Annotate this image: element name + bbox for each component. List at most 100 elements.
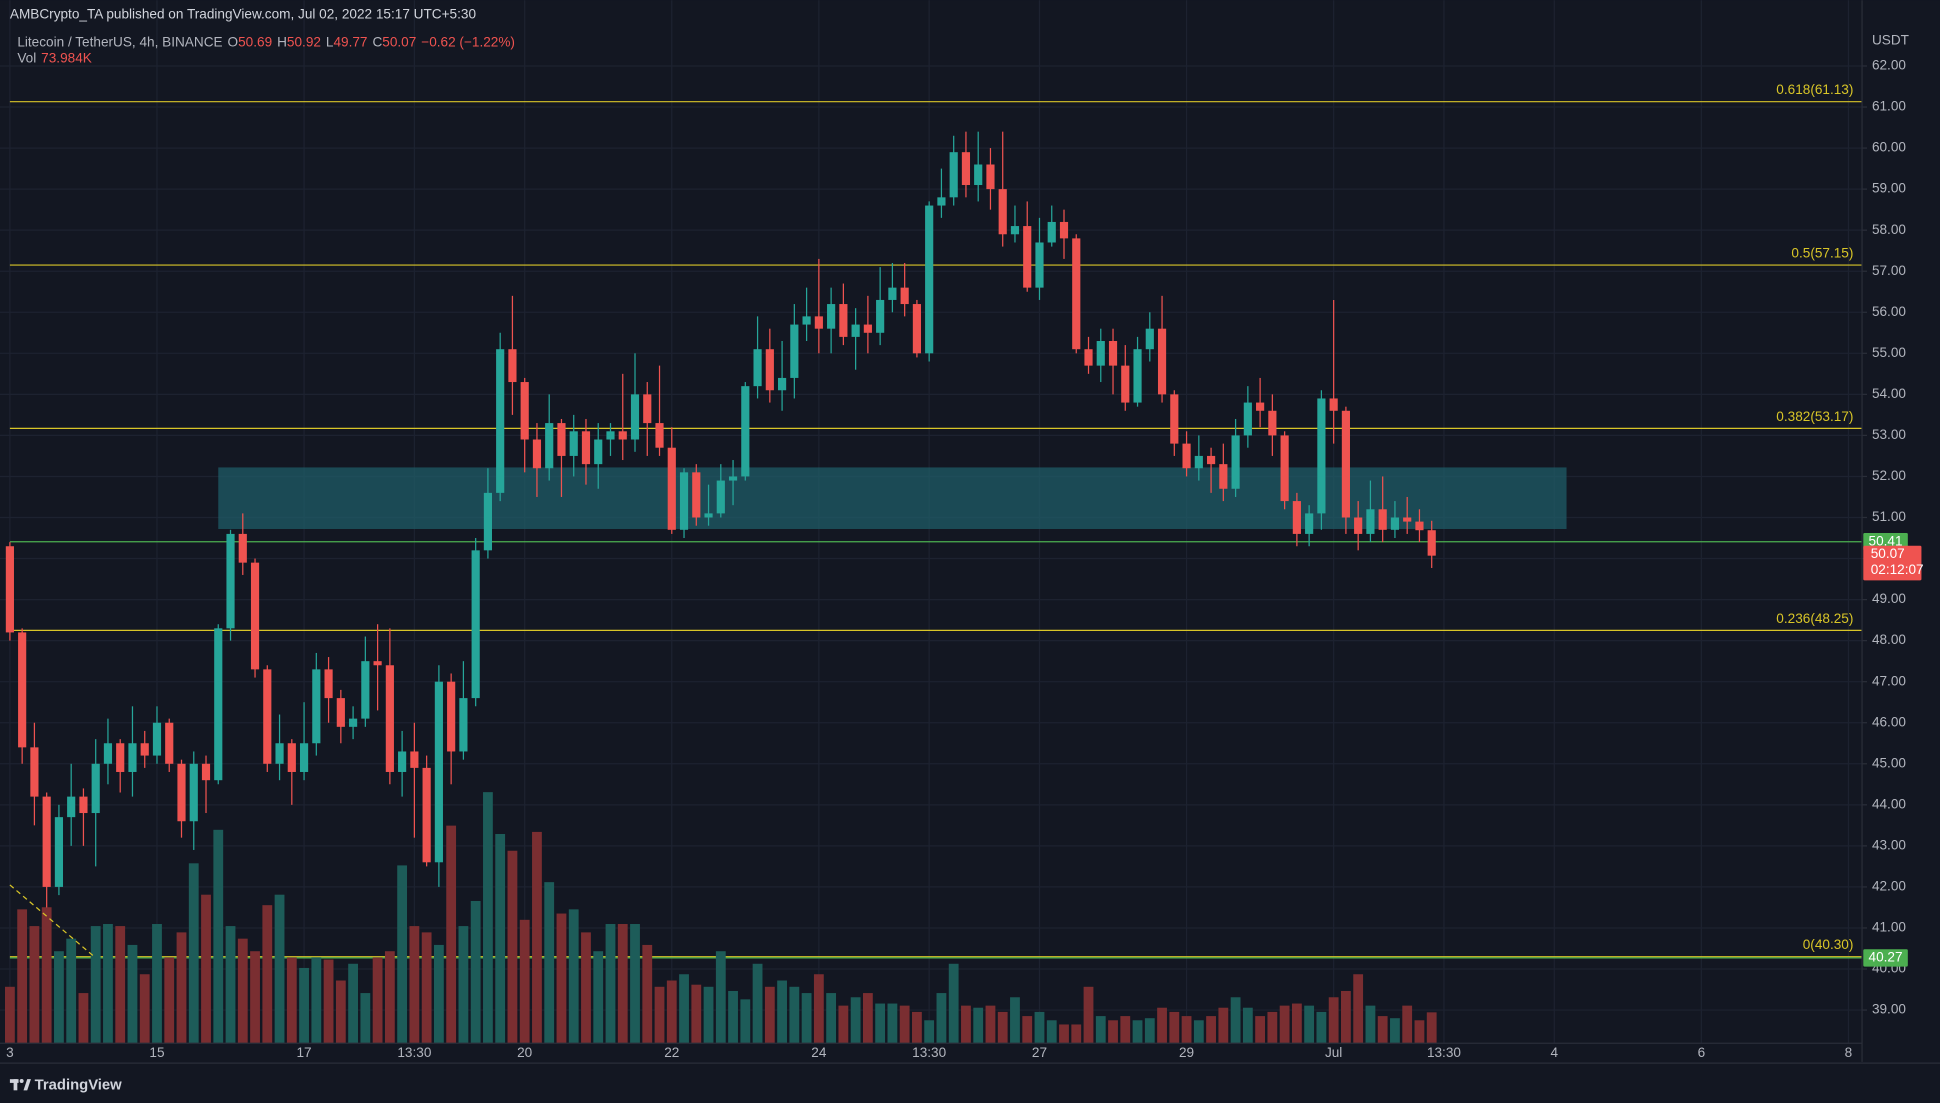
candle-body (1292, 501, 1301, 534)
volume-bar (1022, 1016, 1033, 1044)
x-tick-label: 17 (297, 1045, 312, 1060)
logo (9, 1079, 31, 1091)
volume-bar (127, 944, 138, 1044)
y-tick-label: 58.00 (1872, 222, 1906, 237)
candle-body (1341, 410, 1350, 518)
candle-body (349, 718, 358, 727)
volume-bar (617, 924, 628, 1044)
logo-part (13, 1079, 18, 1091)
volume-bar (1316, 1011, 1327, 1044)
volume-bar (630, 924, 640, 1044)
volume-bar (17, 909, 28, 1044)
volume-bar (274, 894, 285, 1044)
volume-bar (1353, 974, 1364, 1044)
ohlc-label: O (228, 34, 239, 49)
candle-body (373, 661, 382, 666)
candle-body (30, 747, 39, 797)
fib-label: 0.5(57.15) (1791, 246, 1853, 261)
candle-body (545, 423, 554, 469)
y-tick-label: 53.00 (1872, 427, 1906, 442)
candle-body (79, 796, 88, 814)
volume-bar (286, 957, 297, 1044)
candle-body (606, 431, 615, 440)
candle-body (1084, 349, 1093, 366)
overlays (9, 101, 1863, 959)
volume-bar (715, 951, 726, 1044)
volume-bar (176, 932, 187, 1044)
trend-line (9, 884, 94, 956)
volume-bar (642, 944, 653, 1044)
candle-body (986, 164, 995, 190)
y-tick-label: 46.00 (1872, 714, 1906, 729)
volume-bar (103, 924, 113, 1044)
candle-body (1354, 517, 1363, 534)
volume-value: 73.984K (41, 50, 92, 65)
candle-body (324, 669, 333, 699)
candle-body (1390, 517, 1400, 530)
candle-body (1096, 340, 1105, 366)
candle-body (287, 743, 296, 772)
y-tick-label: 47.00 (1872, 673, 1906, 688)
volume-bar (409, 926, 420, 1044)
volume-bars (4, 792, 1437, 1044)
volume-bar (348, 963, 358, 1044)
fib-label: 0(40.30) (1803, 937, 1854, 952)
candle-body (753, 349, 762, 387)
volume-bar (78, 993, 89, 1044)
candle-body (165, 722, 174, 764)
volume-bar (740, 999, 751, 1044)
price-tag-label: 40.27 (1869, 950, 1903, 965)
volume-bar (1120, 1016, 1131, 1044)
y-tick-label: 44.00 (1872, 796, 1906, 811)
volume-bar (691, 984, 702, 1044)
x-tick-label: 15 (149, 1045, 164, 1060)
y-tick-label: 39.00 (1872, 1002, 1906, 1017)
price-tag-label: 50.41 (1869, 533, 1903, 548)
candle-body (1133, 349, 1142, 403)
volume-bar (666, 980, 677, 1044)
volume-bar (1218, 1007, 1229, 1044)
volume-bar (1414, 1020, 1425, 1044)
candle-body (532, 439, 542, 469)
volume-bar (1169, 1011, 1180, 1044)
volume-bar (483, 792, 493, 1044)
candle-body (1366, 509, 1375, 534)
candle-body (851, 324, 860, 337)
volume-bar (936, 993, 947, 1044)
volume-legend: Vol 73.984K (17, 50, 92, 65)
volume-bar (532, 831, 542, 1044)
volume-bar (1242, 1007, 1253, 1044)
y-tick-label: 60.00 (1872, 140, 1906, 155)
ohlc-label: C (372, 34, 382, 49)
volume-bar (372, 957, 383, 1044)
low-value: 49.77 (333, 34, 367, 49)
candle-body (434, 681, 443, 863)
candle-body (1059, 221, 1069, 239)
x-tick-label: Jul (1325, 1045, 1342, 1060)
candle-body (398, 751, 407, 772)
volume-bar (29, 926, 40, 1044)
candle-body (569, 431, 578, 456)
symbol: Litecoin / TetherUS, 4h, BINANCE (17, 34, 222, 49)
volume-bar (1071, 1024, 1082, 1044)
x-tick-label: 20 (517, 1045, 533, 1060)
volume-bar (1267, 1011, 1278, 1044)
volume-bar (1402, 1005, 1413, 1044)
volume-bar (862, 993, 873, 1044)
logo-part (19, 1079, 24, 1084)
candle-body (1427, 530, 1436, 556)
candle-body (1305, 513, 1314, 534)
volume-bar (1255, 1016, 1266, 1044)
volume-bar (470, 900, 481, 1044)
candle-body (471, 550, 480, 699)
volume-bar (299, 967, 309, 1044)
candle-body (1072, 238, 1081, 350)
volume-bar (495, 834, 506, 1044)
x-tick-label: 22 (664, 1045, 679, 1060)
volume-bar (985, 1005, 996, 1044)
candle-body (385, 665, 394, 772)
candle-body (1415, 521, 1424, 531)
volume-bar (323, 959, 334, 1044)
volume-bar (1328, 997, 1339, 1044)
change: −0.62 (−1.22%) (421, 34, 515, 49)
